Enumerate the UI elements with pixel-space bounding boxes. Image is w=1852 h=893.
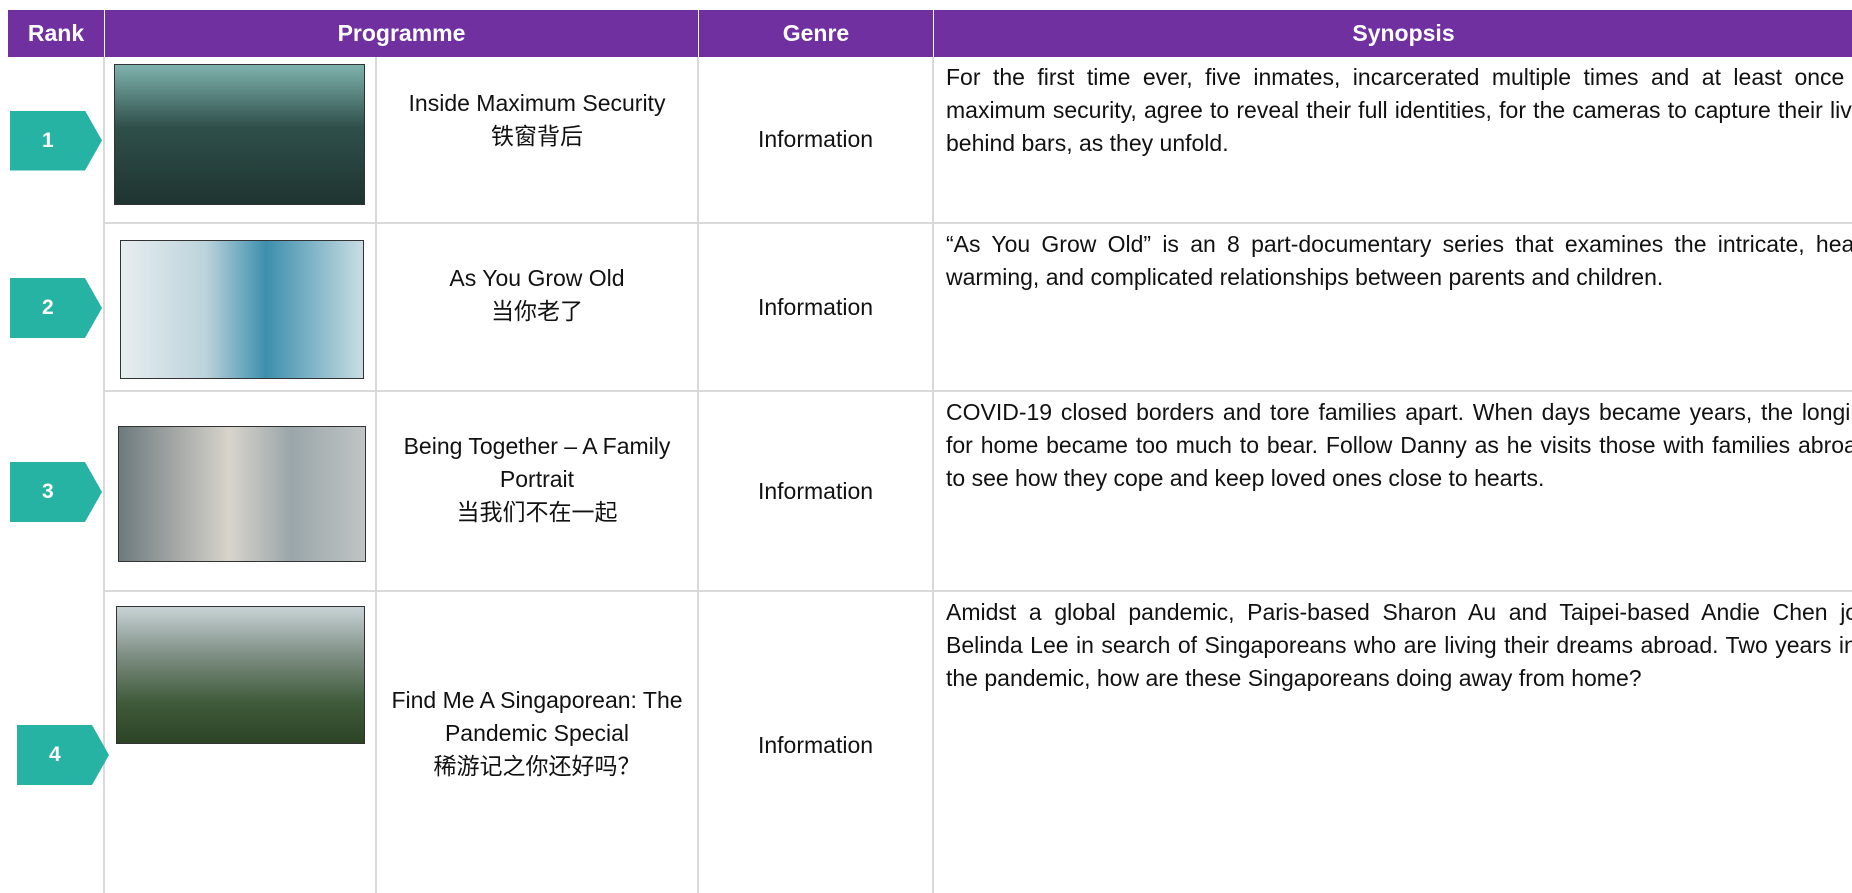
programme-cell: Being Together – A Family Portrait 当我们不在一… bbox=[377, 392, 699, 592]
genre-cell: Information bbox=[699, 392, 934, 592]
thumbnail bbox=[120, 240, 364, 379]
header-cell: Synopsis bbox=[934, 10, 1852, 57]
rank-cell bbox=[8, 592, 105, 893]
thumbnail-cell bbox=[105, 392, 377, 592]
rank-badge: 1 bbox=[10, 110, 102, 171]
rank-badge: 3 bbox=[10, 462, 102, 522]
genre: Information bbox=[757, 293, 874, 320]
thumbnail bbox=[118, 426, 366, 562]
thumbnail bbox=[116, 606, 365, 744]
programme-cell: As You Grow Old 当你老了 bbox=[377, 224, 699, 392]
synopsis-cell: COVID-19 closed borders and tore familie… bbox=[934, 392, 1852, 592]
synopsis-cell: “As You Grow Old” is an 8 part-documenta… bbox=[934, 224, 1852, 392]
header-cell: Genre bbox=[699, 10, 934, 57]
synopsis-cell: Amidst a global pandemic, Paris-based Sh… bbox=[934, 592, 1852, 893]
genre: Information bbox=[757, 477, 874, 504]
synopsis: “As You Grow Old” is an 8 part-documenta… bbox=[946, 231, 1852, 290]
synopsis: COVID-19 closed borders and tore familie… bbox=[946, 399, 1852, 491]
synopsis: For the first time ever, five inmates, i… bbox=[946, 64, 1852, 156]
programme-cell: Find Me A Singaporean: The Pandemic Spec… bbox=[377, 592, 699, 893]
rank-badge: 2 bbox=[10, 278, 102, 338]
rank-cell bbox=[8, 57, 105, 224]
programme-chinese-title: 当你老了 bbox=[491, 298, 583, 324]
genre: Information bbox=[757, 126, 874, 152]
genre-cell: Information bbox=[699, 592, 934, 893]
programme-cell: Inside Maximum Security 铁窗背后 bbox=[377, 57, 699, 224]
thumbnail-cell bbox=[105, 592, 377, 893]
programme-title: Inside Maximum Security bbox=[408, 89, 666, 116]
genre: Information bbox=[757, 731, 874, 758]
header-cell: Programme bbox=[105, 10, 699, 57]
programme-chinese-title: 铁窗背后 bbox=[491, 122, 583, 149]
rank-cell bbox=[8, 224, 105, 392]
rank-cell bbox=[8, 392, 105, 592]
programme-title: As You Grow Old bbox=[449, 265, 625, 291]
genre-cell: Information bbox=[699, 57, 934, 224]
programme-title: Find Me A Singaporean: The Pandemic Spec… bbox=[391, 686, 683, 746]
programme-title: Being Together – A Family Portrait bbox=[403, 432, 671, 492]
programme-chinese-title: 稀游记之你还好吗？ bbox=[433, 752, 641, 779]
rank-badge: 4 bbox=[17, 725, 109, 785]
thumbnail-cell bbox=[105, 224, 377, 392]
thumbnail-cell bbox=[105, 57, 377, 224]
programme-chinese-title: 当我们不在一起 bbox=[456, 498, 618, 525]
thumbnail bbox=[114, 64, 365, 205]
synopsis: Amidst a global pandemic, Paris-based Sh… bbox=[946, 599, 1852, 691]
header-cell: Rank bbox=[8, 10, 105, 57]
synopsis-cell: For the first time ever, five inmates, i… bbox=[934, 57, 1852, 224]
genre-cell: Information bbox=[699, 224, 934, 392]
